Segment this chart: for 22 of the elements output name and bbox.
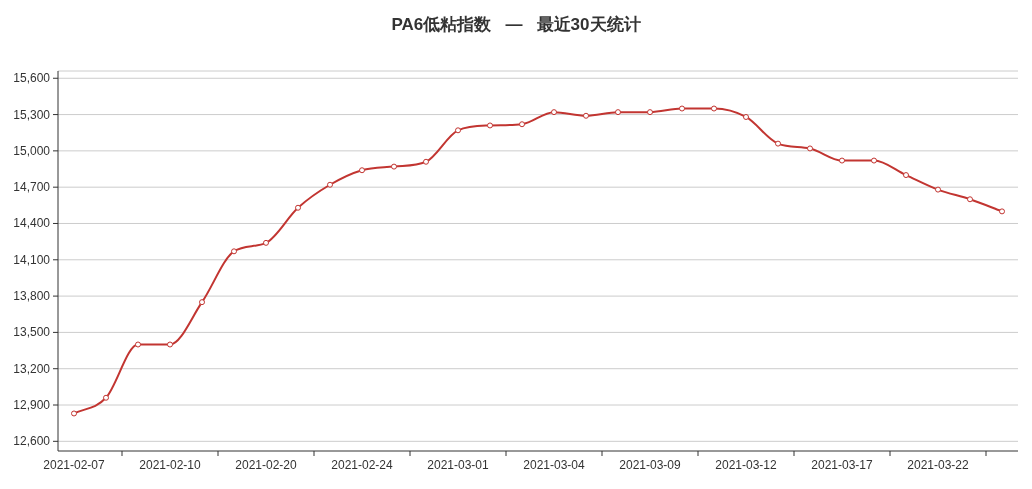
y-tick-label: 15,600 (13, 71, 51, 86)
y-tick-label: 12,600 (13, 434, 51, 449)
y-tick-label: 14,100 (13, 252, 51, 267)
y-tick-label: 14,400 (13, 216, 51, 231)
x-tick-label: 2021-02-07 (43, 458, 106, 472)
x-tick-label: 2021-02-20 (235, 458, 298, 472)
x-tick-label: 2021-03-22 (907, 458, 970, 472)
y-tick-label: 13,500 (13, 325, 51, 340)
x-tick-label: 2021-03-09 (619, 458, 682, 472)
y-tick-label: 13,200 (13, 361, 51, 376)
y-tick-label: 14,700 (13, 180, 51, 195)
x-tick-label: 2021-03-17 (811, 458, 874, 472)
y-tick-label: 12,900 (13, 398, 51, 413)
x-tick-label: 2021-03-01 (427, 458, 490, 472)
x-tick-label: 2021-02-24 (331, 458, 394, 472)
chart-title: PA6低粘指数 — 最近30天统计 (391, 15, 641, 34)
x-tick-label: 2021-03-04 (523, 458, 586, 472)
y-tick-label: 15,000 (13, 143, 51, 158)
x-tick-label: 2021-03-12 (715, 458, 778, 472)
x-tick-label: 2021-02-10 (139, 458, 202, 472)
y-tick-label: 15,300 (13, 107, 51, 122)
y-tick-label: 13,800 (13, 289, 51, 304)
